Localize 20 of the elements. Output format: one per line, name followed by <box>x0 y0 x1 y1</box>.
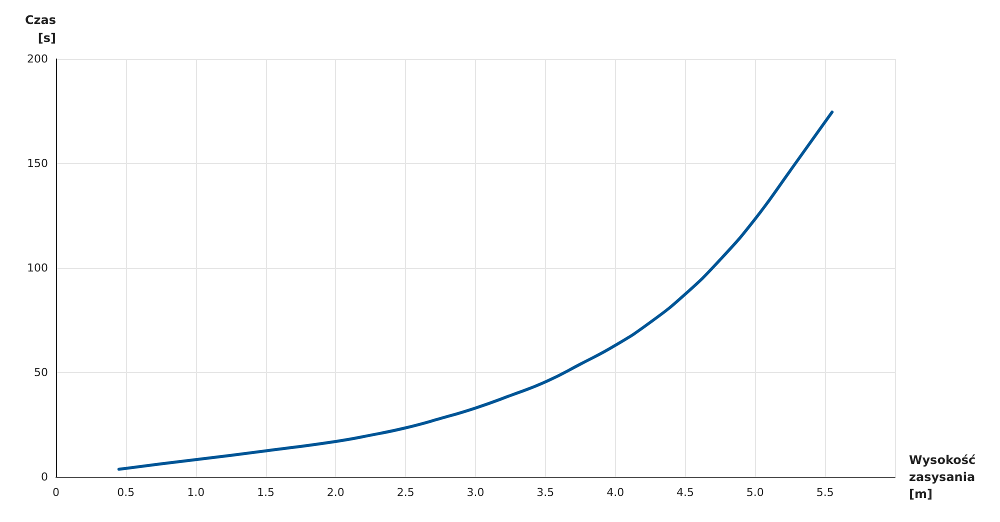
y-tick-label: 100 <box>27 262 48 274</box>
x-tick-label: 2.5 <box>396 486 414 499</box>
y-tick-label: 200 <box>27 52 48 66</box>
x-axis-title: Wysokość zasysania [m] <box>909 453 976 501</box>
x-tick-label: 0.5 <box>117 486 135 499</box>
x-tick-label: 1.5 <box>257 486 274 499</box>
x-tick-label: 2.0 <box>326 486 344 499</box>
x-tick-label: 0 <box>52 486 60 499</box>
y-tick-label: 0 <box>41 470 48 484</box>
y-tick-label: 50 <box>34 366 48 379</box>
line-series <box>117 110 834 471</box>
x-tick-label: 4.5 <box>676 486 694 499</box>
x-tick-label: 4.0 <box>606 486 624 499</box>
y-tick-label: 150 <box>27 157 48 170</box>
x-tick-label: 3.5 <box>536 486 554 499</box>
x-tick-label: 5.0 <box>746 486 764 499</box>
x-tick-label: 5.5 <box>816 486 834 499</box>
x-tick-label: 3.0 <box>466 486 484 499</box>
x-tick-label: 1.0 <box>187 486 205 499</box>
y-axis-title: Czas [s] <box>24 13 56 45</box>
